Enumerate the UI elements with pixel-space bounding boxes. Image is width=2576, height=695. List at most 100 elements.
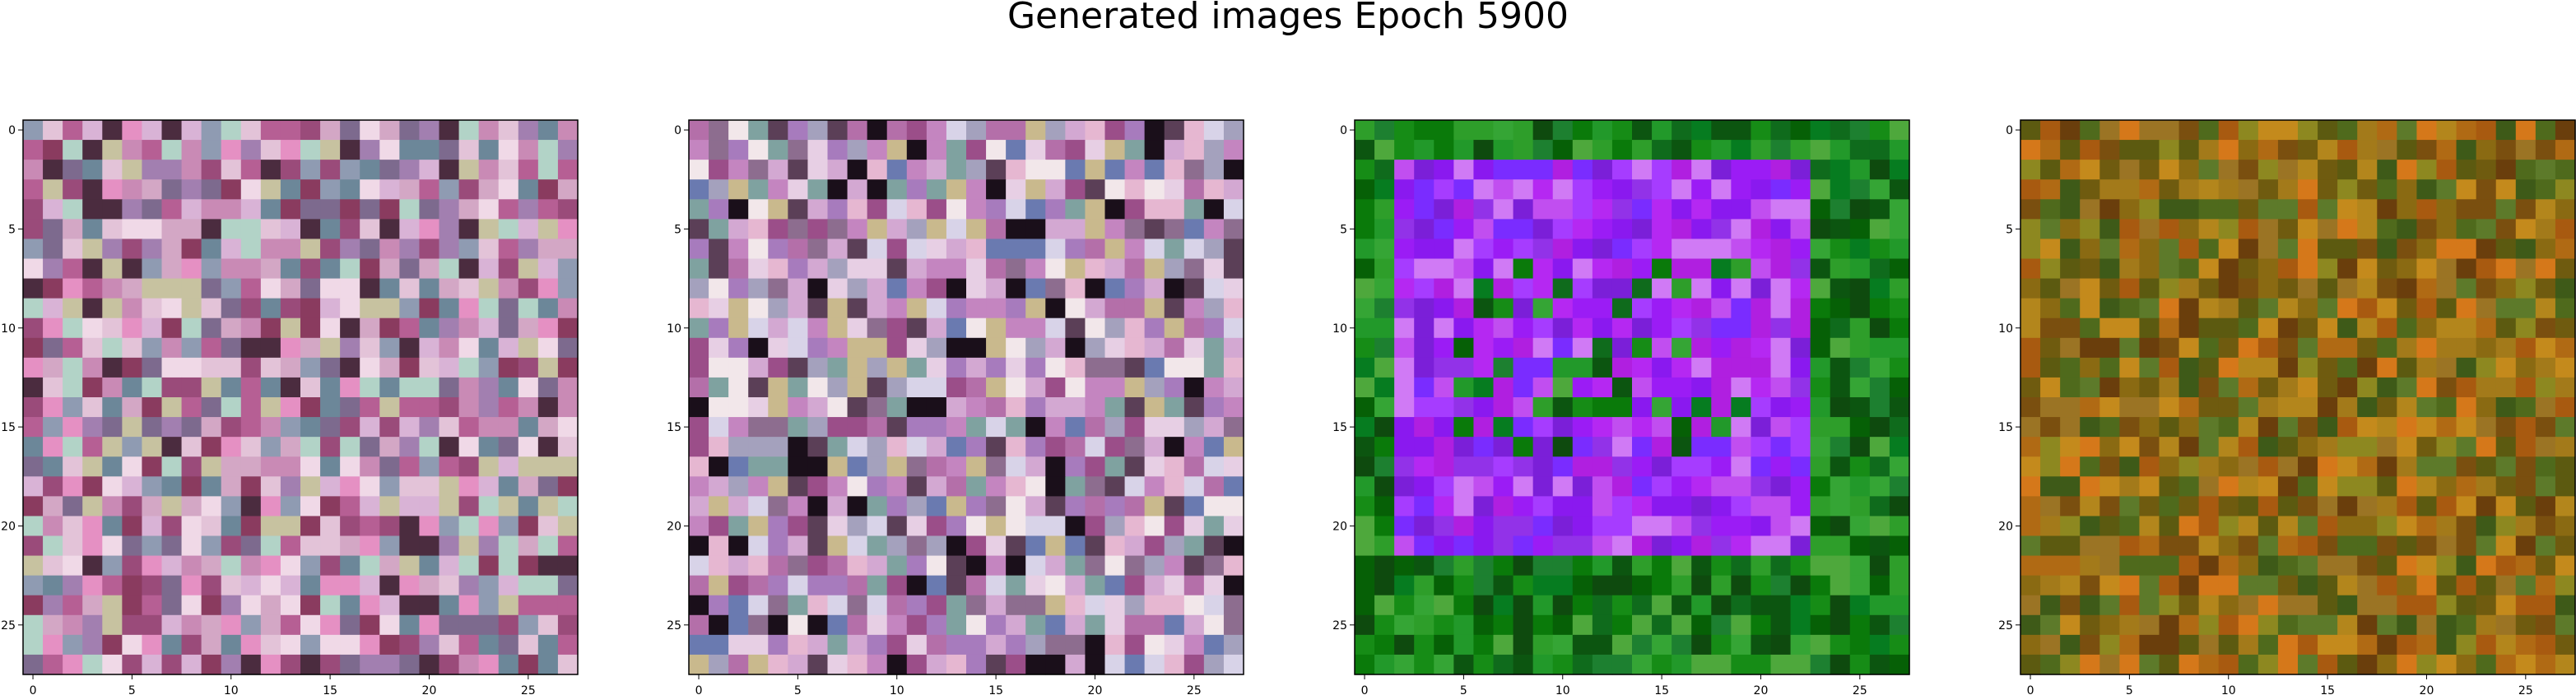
pixel-cell: [1203, 199, 1225, 220]
pixel-cell: [260, 476, 281, 497]
pixel-cell: [946, 456, 967, 477]
pixel-cell: [1164, 120, 1185, 141]
pixel-cell: [1869, 199, 1890, 220]
pixel-cell: [2020, 377, 2041, 398]
pixel-cell: [1751, 337, 1772, 359]
pixel-cell: [1849, 160, 1871, 180]
pixel-cell: [1104, 614, 1126, 636]
pixel-cell: [1592, 476, 1613, 497]
pixel-cell: [320, 555, 341, 577]
pixel-cell: [1830, 614, 1851, 636]
pixel-cell: [1652, 516, 1672, 537]
pixel-cell: [1611, 120, 1633, 141]
pixel-cell: [1394, 437, 1415, 457]
pixel-cell: [827, 476, 849, 497]
pixel-cell: [2535, 417, 2556, 438]
pixel-cell: [966, 317, 987, 339]
pixel-cell: [1144, 357, 1165, 378]
pixel-cell: [458, 298, 480, 319]
pixel-cell: [1731, 258, 1752, 280]
pixel-cell: [1006, 357, 1026, 378]
pixel-cell: [1144, 516, 1165, 537]
pixel-cell: [1124, 654, 1146, 675]
pixel-cell: [689, 634, 709, 656]
pixel-cell: [439, 377, 460, 398]
pixel-cell: [478, 397, 500, 418]
pixel-cell: [1355, 199, 1375, 220]
pixel-cell: [2515, 496, 2536, 517]
pixel-cell: [1394, 278, 1415, 299]
pixel-cell: [2397, 634, 2418, 656]
pixel-cell: [2515, 337, 2536, 359]
pixel-cell: [2397, 397, 2418, 418]
pixel-cell: [2456, 595, 2477, 616]
pixel-cell: [2099, 595, 2120, 616]
pixel-cell: [1414, 437, 1434, 457]
pixel-cell: [221, 614, 242, 636]
pixel-cell: [1711, 476, 1732, 497]
pixel-cell: [886, 397, 908, 418]
pixel-cell: [439, 614, 460, 636]
pixel-cell: [2416, 337, 2438, 359]
pixel-cell: [2495, 258, 2517, 280]
x-tick-label: 10: [2221, 684, 2236, 695]
x-tick-label: 10: [890, 684, 904, 695]
pixel-cell: [201, 555, 222, 577]
pixel-cell: [419, 377, 440, 398]
pixel-cell: [906, 179, 928, 200]
pixel-cell: [320, 337, 341, 359]
pixel-cell: [23, 417, 44, 438]
pixel-cell: [2099, 317, 2120, 339]
pixel-cell: [2397, 140, 2418, 160]
pixel-cell: [142, 614, 163, 636]
pixel-cell: [478, 337, 500, 359]
pixel-cell: [986, 160, 1007, 180]
pixel-cell: [886, 298, 908, 319]
pixel-cell: [1394, 357, 1415, 378]
pixel-cell: [2238, 298, 2259, 319]
pixel-cell: [1453, 337, 1475, 359]
pixel-cell: [2515, 298, 2536, 319]
pixel-cell: [2476, 555, 2497, 577]
pixel-cell: [886, 535, 908, 557]
pixel-cell: [2397, 160, 2418, 180]
pixel-cell: [788, 476, 809, 497]
pixel-cell: [23, 160, 44, 180]
pixel-cell: [1889, 219, 1910, 240]
pixel-cell: [1592, 555, 1613, 577]
pixel-cell: [689, 357, 709, 378]
pixel-cell: [2298, 317, 2318, 339]
pixel-cell: [399, 476, 421, 497]
pixel-cell: [340, 199, 360, 220]
pixel-cell: [2040, 337, 2061, 359]
pixel-cell: [1869, 437, 1890, 457]
pixel-cell: [1532, 555, 1554, 577]
pixel-cell: [102, 337, 123, 359]
pixel-cell: [181, 496, 202, 517]
pixel-cell: [379, 219, 400, 240]
pixel-cell: [221, 120, 242, 141]
pixel-cell: [1164, 377, 1185, 398]
pixel-cell: [867, 140, 888, 160]
pixel-cell: [847, 595, 868, 616]
pixel-cell: [102, 298, 123, 319]
pixel-cell: [1493, 535, 1514, 557]
pixel-cell: [399, 654, 421, 675]
pixel-cell: [320, 377, 341, 398]
pixel-cell: [478, 317, 500, 339]
pixel-cell: [102, 516, 123, 537]
pixel-cell: [788, 496, 809, 517]
pixel-cell: [2555, 140, 2576, 160]
pixel-cell: [1830, 298, 1851, 319]
pixel-cell: [2198, 555, 2220, 577]
pixel-cell: [518, 555, 539, 577]
pixel-cell: [966, 357, 987, 378]
pixel-cell: [1691, 219, 1712, 240]
pixel-cell: [926, 258, 947, 280]
pixel-cell: [2257, 634, 2279, 656]
pixel-cell: [946, 317, 967, 339]
pixel-cell: [1790, 357, 1811, 378]
pixel-cell: [1104, 357, 1126, 378]
pixel-cell: [2080, 199, 2100, 220]
pixel-cell: [340, 654, 360, 675]
